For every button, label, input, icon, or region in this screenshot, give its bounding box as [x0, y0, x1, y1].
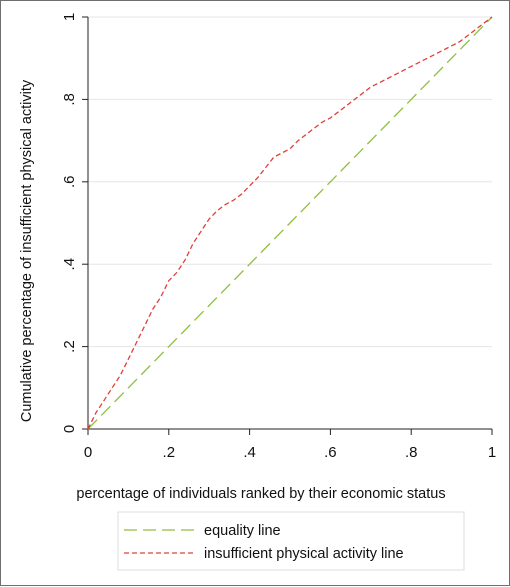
x-tick-label: .4 — [243, 444, 256, 461]
x-tick-label: 0 — [84, 444, 92, 461]
legend-label-activity: insufficient physical activity line — [204, 546, 404, 562]
y-tick-label: 0 — [61, 425, 78, 433]
series-line-0 — [87, 16, 493, 430]
axes: 0 .2 .4 .6 .8 1 0 .2 .4 .6 .8 1 — [61, 13, 496, 461]
series-lines — [87, 16, 493, 430]
y-tick-label: .2 — [61, 340, 78, 353]
x-axis-title: percentage of individuals ranked by thei… — [76, 486, 445, 502]
x-tick-label: .2 — [163, 444, 176, 461]
y-tick-label: .6 — [61, 176, 78, 189]
legend-box — [117, 511, 465, 571]
series-line-1 — [87, 16, 493, 430]
legend: equality line insufficient physical acti… — [117, 511, 465, 571]
y-axis-title: Cumulative percentage of insufficient ph… — [19, 79, 35, 422]
gridlines — [88, 16, 492, 348]
y-tick-label: 1 — [61, 13, 78, 21]
x-tick-label: .8 — [405, 444, 418, 461]
legend-label-equality: equality line — [204, 523, 281, 539]
y-tick-label: .4 — [61, 258, 78, 271]
x-tick-label: 1 — [488, 444, 496, 461]
x-tick-label: .6 — [324, 444, 337, 461]
y-tick-label: .8 — [61, 93, 78, 106]
